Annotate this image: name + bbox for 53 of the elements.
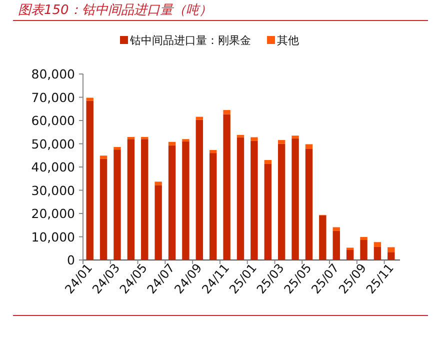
bar [100, 158, 108, 260]
y-tick-label: 10,000 [31, 229, 76, 244]
y-tick-label: 60,000 [31, 113, 76, 128]
bar [86, 100, 94, 260]
bar [346, 250, 354, 260]
legend-label: 其他 [277, 34, 299, 47]
bar [332, 227, 340, 231]
y-tick-label: 70,000 [31, 90, 76, 105]
bar [210, 150, 217, 154]
bar [100, 156, 108, 159]
bar [223, 114, 230, 260]
y-tick-label: 20,000 [31, 206, 76, 221]
y-tick-label: 80,000 [31, 66, 76, 82]
bar [374, 246, 382, 260]
y-tick-label: 40,000 [31, 160, 76, 174]
bar [196, 120, 204, 260]
bar [114, 150, 121, 260]
bar [114, 147, 121, 150]
chart-title: 图表150：钴中间品进口量（吨） [18, 3, 212, 18]
bar [278, 140, 286, 144]
bar [250, 137, 258, 141]
y-tick-label: 50,000 [31, 136, 76, 152]
bar [182, 141, 190, 260]
y-tick-label: 0 [67, 252, 76, 268]
bar [168, 145, 176, 260]
bar [223, 110, 230, 114]
bar [264, 160, 272, 164]
bar [236, 137, 244, 260]
bar [210, 153, 217, 260]
bar [346, 248, 354, 250]
bar [388, 252, 395, 260]
bar [278, 144, 286, 260]
bar [292, 138, 299, 260]
bar [360, 236, 368, 240]
bar [332, 230, 340, 260]
bar [250, 140, 258, 260]
bar [141, 139, 148, 260]
bar [319, 215, 326, 260]
bar [154, 185, 162, 260]
bar [154, 182, 162, 186]
bar [292, 136, 299, 138]
bar [264, 164, 272, 260]
bar [360, 240, 368, 260]
bar [168, 142, 176, 146]
bar [374, 242, 382, 247]
bar [305, 144, 313, 149]
bar [196, 116, 204, 120]
bar [86, 98, 94, 101]
legend-label: 钴中间品进口量：刚果金 [129, 34, 251, 47]
y-tick-label: 30,000 [31, 182, 76, 198]
bar [388, 247, 395, 252]
bar [127, 139, 135, 260]
bar [305, 148, 313, 260]
